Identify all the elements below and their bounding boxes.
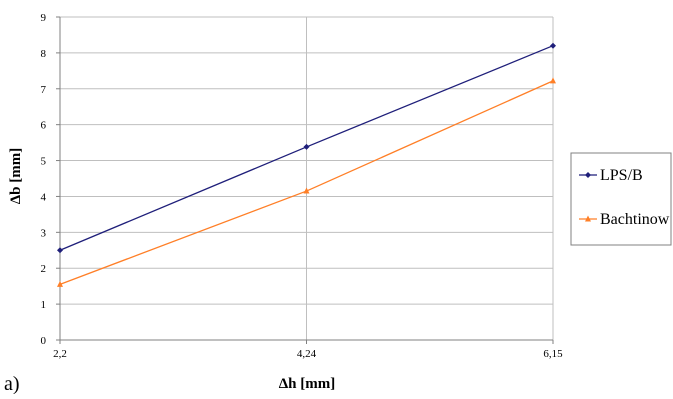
series-bachtinow: [57, 77, 556, 287]
x-tick-label: 4,24: [297, 348, 317, 360]
y-tick-label: 4: [41, 191, 47, 203]
y-tick-labels: 0 1 2 3 4 5 6 7 8 9: [41, 12, 60, 347]
data-point: [550, 77, 556, 84]
y-tick-label: 6: [41, 120, 47, 132]
data-point: [57, 247, 63, 254]
legend-marker: [585, 172, 591, 178]
x-axis-title: Δh [mm]: [279, 376, 335, 392]
y-tick-label: 3: [41, 227, 47, 239]
data-point: [303, 187, 310, 194]
legend-label: Bachtinow: [600, 211, 670, 228]
panel-label: a): [4, 373, 20, 394]
data-point: [57, 280, 63, 287]
legend: LPS/B Bachtinow: [570, 152, 672, 246]
y-tick-label: 8: [41, 48, 47, 60]
data-point: [303, 143, 310, 150]
y-tick-label: 1: [41, 299, 47, 311]
y-tick-label: 5: [41, 156, 47, 168]
y-tick-label: 2: [41, 263, 47, 275]
legend-item: LPS/B: [579, 167, 643, 184]
x-tick-label: 6,15: [543, 348, 563, 360]
y-tick-label: 0: [41, 335, 47, 347]
x-tick-label: 2,2: [53, 348, 67, 360]
legend-label: LPS/B: [600, 167, 643, 184]
legend-items: LPS/B Bachtinow: [579, 167, 670, 228]
data-point: [550, 42, 556, 49]
legend-box: [570, 152, 672, 246]
series: [57, 42, 556, 287]
legend-item: Bachtinow: [579, 211, 670, 228]
legend-marker: [585, 215, 591, 222]
y-tick-label: 7: [41, 84, 47, 96]
y-axis-title: Δb [mm]: [8, 148, 24, 204]
series-lps-b: [57, 42, 556, 254]
grid: [60, 16, 554, 340]
y-tick-label: 9: [41, 12, 47, 24]
x-tick-labels: 2,2 4,24 6,15: [53, 340, 563, 360]
